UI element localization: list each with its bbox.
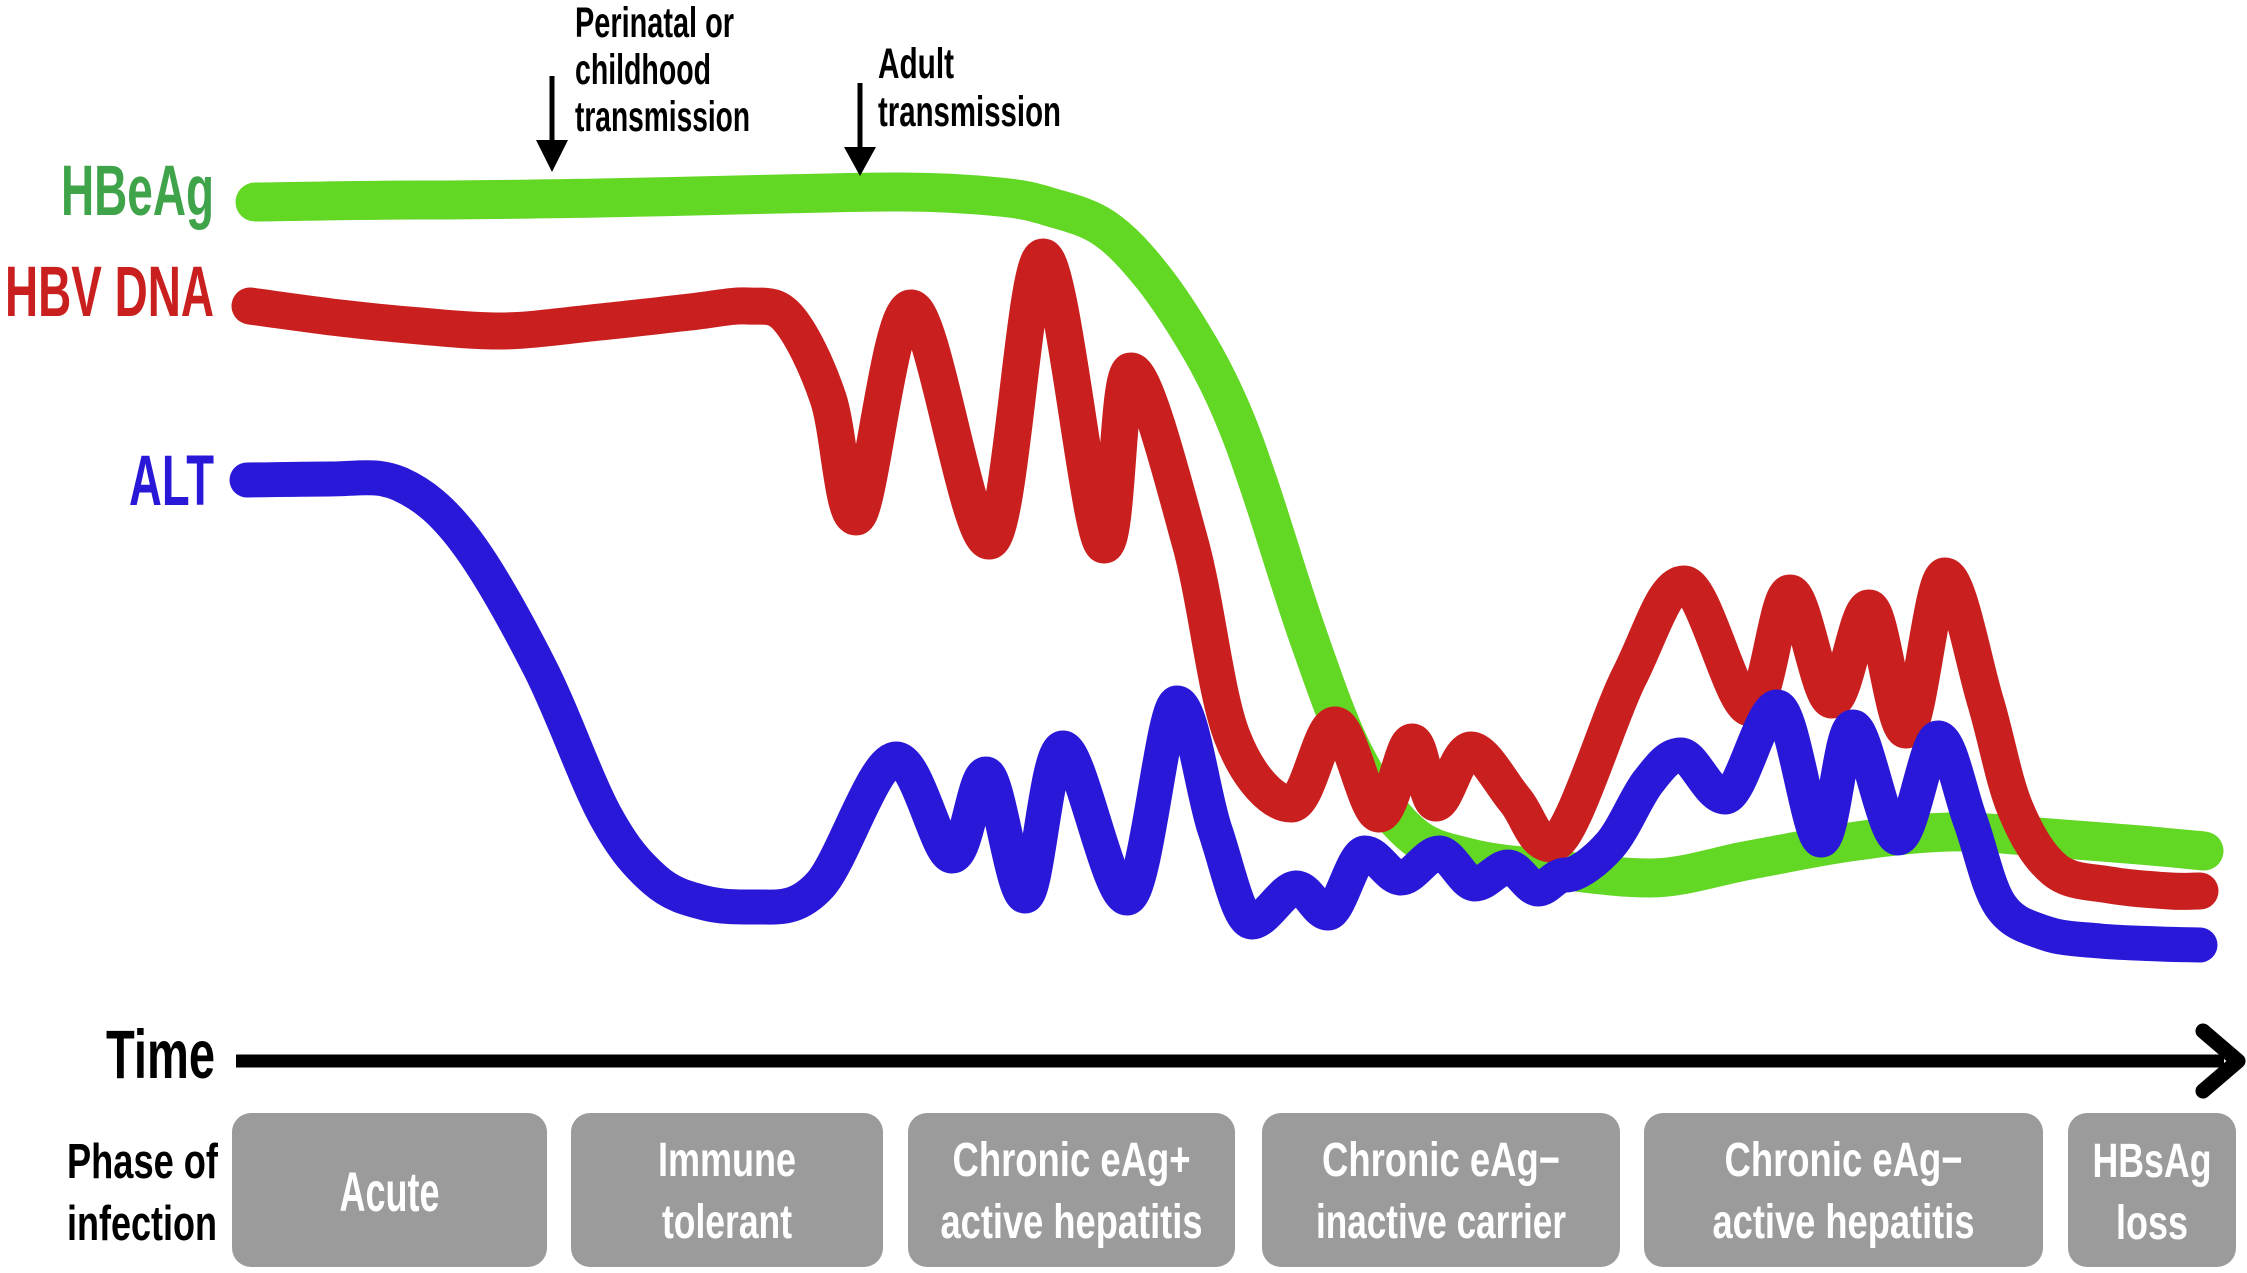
- svg-text:active hepatitis: active hepatitis: [941, 1196, 1203, 1249]
- svg-text:HBV DNA: HBV DNA: [5, 253, 214, 332]
- svg-text:transmission: transmission: [575, 93, 750, 141]
- svg-text:infection: infection: [67, 1197, 217, 1251]
- svg-text:Time: Time: [106, 1016, 215, 1093]
- svg-text:Chronic eAg−: Chronic eAg−: [1725, 1134, 1963, 1187]
- svg-text:HBeAg: HBeAg: [61, 152, 214, 231]
- svg-text:childhood: childhood: [575, 46, 711, 94]
- svg-text:Perinatal or: Perinatal or: [575, 0, 734, 47]
- svg-text:Phase of: Phase of: [67, 1135, 219, 1189]
- svg-text:HBsAg: HBsAg: [2093, 1135, 2212, 1188]
- svg-text:Immune: Immune: [658, 1134, 796, 1187]
- svg-text:active hepatitis: active hepatitis: [1713, 1196, 1975, 1249]
- svg-text:inactive carrier: inactive carrier: [1316, 1196, 1566, 1249]
- svg-text:Chronic eAg−: Chronic eAg−: [1322, 1134, 1560, 1187]
- svg-text:Chronic eAg+: Chronic eAg+: [953, 1134, 1191, 1187]
- svg-text:Acute: Acute: [340, 1160, 440, 1223]
- svg-text:loss: loss: [2116, 1197, 2188, 1250]
- svg-text:tolerant: tolerant: [662, 1196, 792, 1249]
- svg-text:transmission: transmission: [878, 88, 1061, 136]
- svg-text:Adult: Adult: [878, 40, 954, 88]
- svg-text:ALT: ALT: [129, 442, 214, 521]
